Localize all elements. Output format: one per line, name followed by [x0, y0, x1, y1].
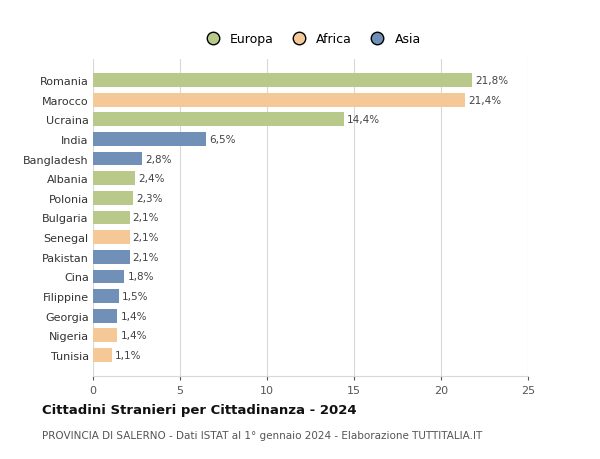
Text: 1,5%: 1,5%	[122, 291, 149, 302]
Bar	[93, 94, 466, 107]
Text: 2,1%: 2,1%	[133, 213, 159, 223]
Bar	[93, 309, 118, 323]
Bar	[93, 191, 133, 205]
Text: 14,4%: 14,4%	[347, 115, 380, 125]
Text: 2,3%: 2,3%	[136, 193, 163, 203]
Legend: Europa, Africa, Asia: Europa, Africa, Asia	[195, 28, 426, 51]
Text: 2,1%: 2,1%	[133, 252, 159, 262]
Bar	[93, 290, 119, 303]
Text: Cittadini Stranieri per Cittadinanza - 2024: Cittadini Stranieri per Cittadinanza - 2…	[42, 403, 356, 416]
Bar	[93, 74, 472, 88]
Text: 6,5%: 6,5%	[209, 134, 236, 145]
Bar	[93, 211, 130, 225]
Bar	[93, 348, 112, 362]
Text: 1,4%: 1,4%	[121, 311, 147, 321]
Text: 2,4%: 2,4%	[138, 174, 164, 184]
Text: 2,1%: 2,1%	[133, 233, 159, 243]
Bar	[93, 231, 130, 245]
Bar	[93, 172, 135, 186]
Text: 21,4%: 21,4%	[469, 95, 502, 106]
Text: 1,1%: 1,1%	[115, 350, 142, 360]
Text: 1,4%: 1,4%	[121, 330, 147, 341]
Bar	[93, 113, 344, 127]
Text: 1,8%: 1,8%	[127, 272, 154, 282]
Bar	[93, 329, 118, 342]
Bar	[93, 152, 142, 166]
Text: 2,8%: 2,8%	[145, 154, 172, 164]
Text: 21,8%: 21,8%	[475, 76, 509, 86]
Text: PROVINCIA DI SALERNO - Dati ISTAT al 1° gennaio 2024 - Elaborazione TUTTITALIA.I: PROVINCIA DI SALERNO - Dati ISTAT al 1° …	[42, 431, 482, 440]
Bar	[93, 270, 124, 284]
Bar	[93, 133, 206, 146]
Bar	[93, 250, 130, 264]
